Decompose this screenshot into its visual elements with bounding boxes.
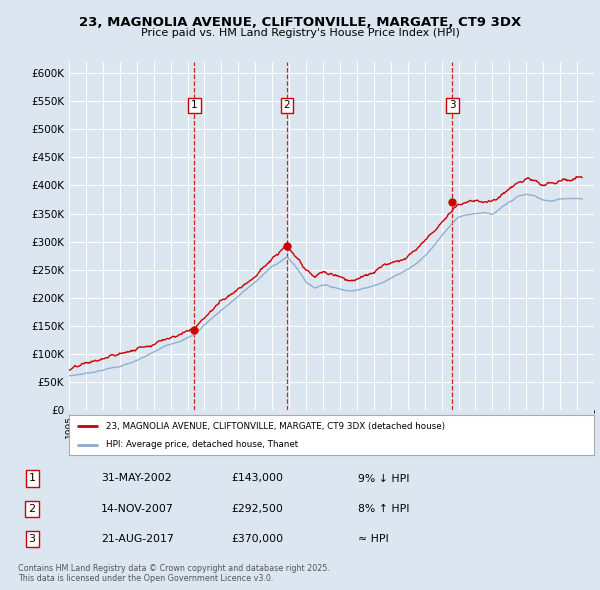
- Text: 8% ↑ HPI: 8% ↑ HPI: [358, 504, 409, 514]
- Text: Contains HM Land Registry data © Crown copyright and database right 2025.
This d: Contains HM Land Registry data © Crown c…: [18, 563, 330, 583]
- Text: 1: 1: [29, 474, 35, 483]
- Text: 14-NOV-2007: 14-NOV-2007: [101, 504, 174, 514]
- Text: 1: 1: [191, 100, 198, 110]
- Text: 3: 3: [449, 100, 456, 110]
- Text: £143,000: £143,000: [231, 474, 283, 483]
- Text: 9% ↓ HPI: 9% ↓ HPI: [358, 474, 409, 483]
- Text: 23, MAGNOLIA AVENUE, CLIFTONVILLE, MARGATE, CT9 3DX (detached house): 23, MAGNOLIA AVENUE, CLIFTONVILLE, MARGA…: [106, 422, 445, 431]
- Text: £370,000: £370,000: [231, 534, 283, 544]
- Text: 31-MAY-2002: 31-MAY-2002: [101, 474, 172, 483]
- Text: 2: 2: [29, 504, 36, 514]
- Text: Price paid vs. HM Land Registry's House Price Index (HPI): Price paid vs. HM Land Registry's House …: [140, 28, 460, 38]
- Text: 2: 2: [284, 100, 290, 110]
- Text: HPI: Average price, detached house, Thanet: HPI: Average price, detached house, Than…: [106, 440, 298, 449]
- Text: 21-AUG-2017: 21-AUG-2017: [101, 534, 174, 544]
- Text: £292,500: £292,500: [231, 504, 283, 514]
- Text: ≈ HPI: ≈ HPI: [358, 534, 388, 544]
- Text: 3: 3: [29, 534, 35, 544]
- Text: 23, MAGNOLIA AVENUE, CLIFTONVILLE, MARGATE, CT9 3DX: 23, MAGNOLIA AVENUE, CLIFTONVILLE, MARGA…: [79, 16, 521, 29]
